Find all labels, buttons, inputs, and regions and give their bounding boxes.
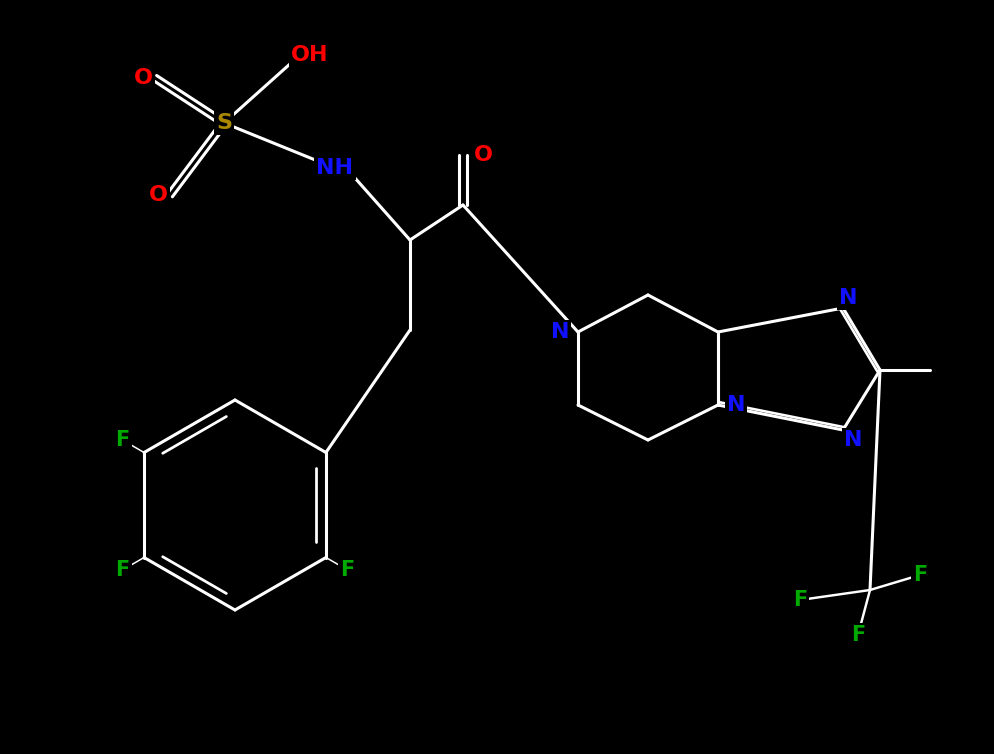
Text: N: N <box>843 430 862 450</box>
Text: OH: OH <box>291 45 328 65</box>
Text: F: F <box>792 590 806 610</box>
Text: N: N <box>551 322 569 342</box>
Text: N: N <box>726 395 745 415</box>
Text: O: O <box>473 145 492 165</box>
Text: F: F <box>115 560 129 580</box>
Text: NH: NH <box>316 158 353 178</box>
Text: N: N <box>838 288 857 308</box>
Text: F: F <box>850 625 864 645</box>
Text: O: O <box>148 185 167 205</box>
Text: F: F <box>340 560 354 580</box>
Text: F: F <box>911 565 926 585</box>
Text: S: S <box>216 113 232 133</box>
Text: O: O <box>133 68 152 88</box>
Text: O: O <box>473 145 492 165</box>
Text: N: N <box>551 322 569 342</box>
Text: F: F <box>115 430 129 450</box>
